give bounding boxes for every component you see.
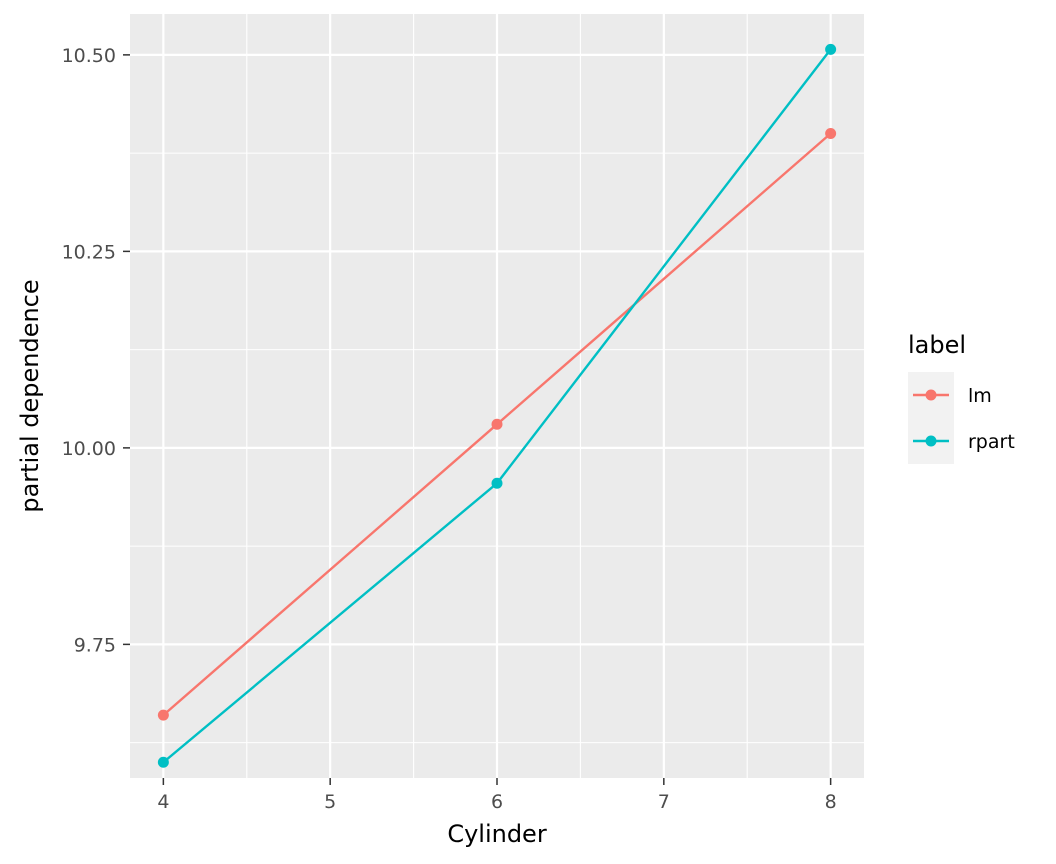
data-point-rpart	[491, 477, 503, 489]
legend-title: label	[908, 331, 966, 359]
legend: label lm rpart	[908, 331, 1015, 464]
y-tick-label: 9.75	[74, 634, 116, 656]
y-tick-label: 10.00	[62, 438, 116, 460]
x-tick-label: 8	[825, 791, 837, 813]
legend-key-point-lm	[925, 389, 937, 401]
data-point-rpart	[157, 756, 169, 768]
major-gridlines	[130, 14, 864, 778]
y-axis: 9.75 10.00 10.25 10.50	[62, 45, 130, 656]
data-point-lm	[491, 418, 503, 430]
legend-keys	[913, 389, 949, 447]
y-axis-title: partial dependence	[16, 279, 44, 512]
data-point-lm	[157, 709, 169, 721]
series-layer	[157, 43, 837, 768]
data-point-lm	[825, 127, 837, 139]
y-tick-label: 10.50	[62, 45, 116, 67]
x-tick-label: 4	[157, 791, 169, 813]
x-tick-label: 7	[658, 791, 670, 813]
data-point-rpart	[825, 43, 837, 55]
x-tick-label: 6	[491, 791, 503, 813]
legend-label-rpart: rpart	[968, 431, 1015, 453]
x-axis: 4 5 6 7 8	[157, 778, 837, 813]
legend-label-lm: lm	[968, 385, 992, 407]
x-axis-title: Cylinder	[447, 820, 547, 848]
y-tick-label: 10.25	[62, 241, 116, 263]
legend-key-point-rpart	[925, 435, 937, 447]
x-tick-label: 5	[324, 791, 336, 813]
